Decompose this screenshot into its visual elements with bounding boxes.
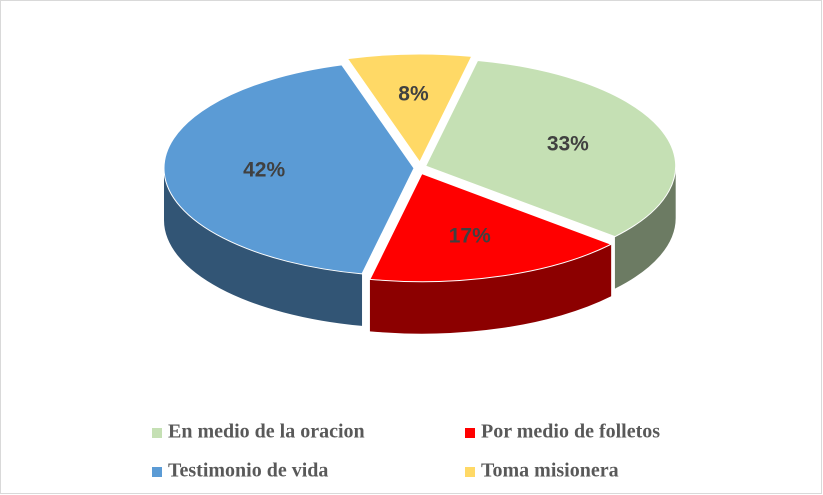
legend-swatch	[465, 467, 475, 477]
slice-side	[614, 166, 676, 289]
legend-label: Por medio de folletos	[481, 421, 660, 443]
slice	[346, 53, 473, 163]
legend-swatch	[465, 428, 475, 438]
data-label: 17%	[449, 225, 491, 248]
data-label: 8%	[398, 83, 429, 106]
legend-label: Testimonio de vida	[168, 460, 328, 482]
legend-label: Toma misionera	[481, 460, 619, 482]
legend-swatch	[152, 428, 162, 438]
data-label: 42%	[243, 159, 285, 182]
slice-side	[164, 168, 363, 326]
slice	[369, 173, 613, 283]
tops	[163, 53, 677, 283]
labels: 33% 17% 42% 8%	[243, 83, 589, 248]
data-label: 33%	[547, 132, 589, 155]
legend-label: En medio de la oracion	[168, 421, 365, 443]
slice	[424, 59, 677, 238]
legend-swatch	[152, 467, 162, 477]
slice	[163, 64, 415, 275]
